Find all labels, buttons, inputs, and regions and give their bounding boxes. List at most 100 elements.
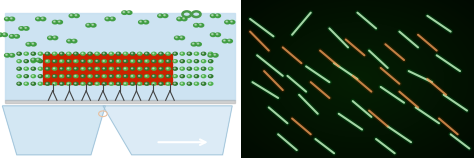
Circle shape	[102, 60, 107, 63]
Circle shape	[89, 68, 90, 69]
Circle shape	[24, 60, 28, 63]
Circle shape	[32, 83, 33, 84]
Circle shape	[180, 82, 184, 85]
Circle shape	[75, 15, 77, 16]
Circle shape	[53, 60, 57, 63]
Circle shape	[54, 83, 55, 84]
Circle shape	[68, 53, 69, 54]
Circle shape	[194, 67, 199, 70]
Circle shape	[95, 52, 100, 55]
Circle shape	[159, 60, 163, 63]
Circle shape	[14, 35, 19, 38]
Circle shape	[181, 37, 182, 38]
Circle shape	[9, 35, 15, 38]
Circle shape	[166, 60, 170, 63]
Circle shape	[194, 52, 199, 55]
Circle shape	[54, 53, 55, 54]
Circle shape	[0, 33, 3, 36]
Circle shape	[32, 68, 33, 69]
Circle shape	[197, 43, 199, 44]
Circle shape	[54, 21, 55, 22]
Circle shape	[5, 17, 10, 21]
Circle shape	[17, 82, 21, 85]
Circle shape	[103, 83, 104, 84]
Circle shape	[152, 60, 156, 63]
Circle shape	[138, 83, 140, 84]
Circle shape	[194, 75, 199, 78]
Circle shape	[166, 82, 170, 85]
Circle shape	[103, 53, 104, 54]
Circle shape	[217, 15, 218, 16]
Circle shape	[31, 82, 36, 85]
Circle shape	[74, 14, 79, 18]
Circle shape	[195, 83, 196, 84]
Circle shape	[54, 68, 55, 69]
Circle shape	[138, 20, 144, 24]
Circle shape	[188, 53, 190, 54]
Circle shape	[36, 58, 41, 62]
Circle shape	[201, 60, 206, 63]
Bar	[43, 54, 173, 84]
Circle shape	[67, 39, 72, 43]
Circle shape	[60, 75, 64, 78]
Circle shape	[159, 67, 163, 70]
Circle shape	[53, 20, 58, 24]
Circle shape	[109, 67, 113, 70]
Circle shape	[32, 59, 34, 60]
Circle shape	[209, 60, 213, 63]
Circle shape	[20, 27, 21, 28]
Circle shape	[39, 53, 40, 54]
Circle shape	[31, 43, 36, 46]
Circle shape	[25, 53, 26, 54]
Circle shape	[178, 18, 180, 19]
Circle shape	[82, 83, 83, 84]
Circle shape	[19, 27, 24, 30]
Circle shape	[215, 14, 220, 18]
Circle shape	[61, 68, 62, 69]
Circle shape	[88, 75, 92, 78]
Circle shape	[211, 34, 213, 35]
Circle shape	[47, 36, 53, 40]
Circle shape	[116, 52, 120, 55]
Circle shape	[130, 67, 135, 70]
Circle shape	[88, 82, 92, 85]
Circle shape	[110, 17, 115, 21]
Circle shape	[38, 60, 43, 63]
Circle shape	[116, 82, 120, 85]
Circle shape	[174, 53, 175, 54]
Circle shape	[17, 52, 21, 55]
Circle shape	[10, 35, 12, 36]
Circle shape	[89, 53, 90, 54]
Circle shape	[191, 43, 197, 46]
Circle shape	[88, 60, 92, 63]
Circle shape	[152, 75, 156, 78]
Circle shape	[199, 24, 204, 27]
Circle shape	[32, 53, 33, 54]
Circle shape	[159, 52, 163, 55]
Circle shape	[122, 11, 127, 14]
Circle shape	[225, 20, 230, 24]
Circle shape	[37, 18, 38, 19]
Circle shape	[89, 83, 90, 84]
Circle shape	[192, 43, 194, 44]
Circle shape	[160, 68, 161, 69]
Circle shape	[153, 83, 154, 84]
Circle shape	[125, 68, 126, 69]
Circle shape	[15, 35, 17, 36]
Circle shape	[46, 53, 47, 54]
Circle shape	[211, 15, 213, 16]
Circle shape	[163, 14, 168, 18]
Circle shape	[46, 82, 50, 85]
Circle shape	[167, 68, 168, 69]
Circle shape	[137, 82, 142, 85]
Circle shape	[210, 33, 216, 36]
Circle shape	[9, 54, 15, 57]
Circle shape	[173, 75, 177, 78]
Circle shape	[160, 83, 161, 84]
Circle shape	[109, 75, 113, 78]
Circle shape	[123, 60, 128, 63]
Circle shape	[111, 18, 112, 19]
Circle shape	[125, 53, 126, 54]
Circle shape	[110, 68, 111, 69]
Circle shape	[46, 83, 47, 84]
